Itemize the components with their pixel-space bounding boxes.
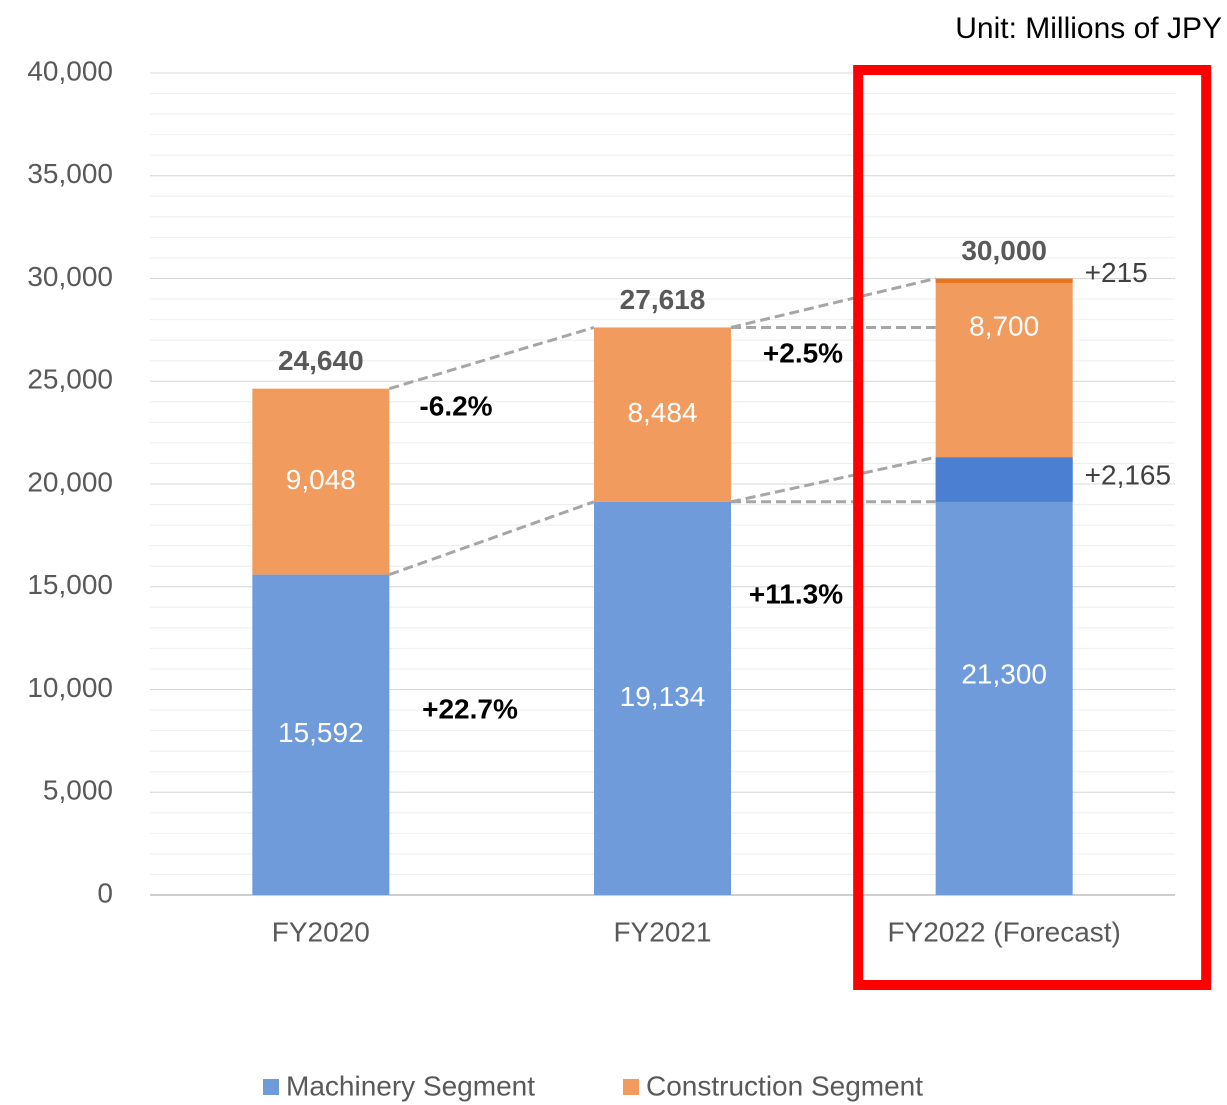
bar-segment xyxy=(594,501,731,895)
bar-segment xyxy=(252,574,390,895)
x-tick-label: FY2022 (Forecast) xyxy=(887,916,1120,947)
y-tick-label: 35,000 xyxy=(27,158,113,189)
connector xyxy=(730,277,937,329)
legend-label: Construction Segment xyxy=(646,1070,923,1101)
segment-label: 8,484 xyxy=(627,397,697,428)
growth-label: +22.7% xyxy=(422,693,518,724)
highlight-box xyxy=(853,65,1212,990)
increment-label: +2,165 xyxy=(1085,460,1171,491)
connector xyxy=(730,455,936,504)
legend-label: Machinery Segment xyxy=(286,1070,535,1101)
growth-label: +11.3% xyxy=(749,578,843,609)
bar-segment xyxy=(935,278,1073,458)
segment-label: 21,300 xyxy=(961,659,1047,690)
total-label: 30,000 xyxy=(961,235,1047,266)
unit-note: Unit: Millions of JPY xyxy=(955,12,1222,45)
total-label: 27,618 xyxy=(620,284,706,315)
y-tick-label: 30,000 xyxy=(27,261,113,292)
increment-segment xyxy=(935,278,1073,283)
bar-segment xyxy=(935,457,1073,895)
y-tick-label: 15,000 xyxy=(27,569,113,600)
x-tick-label: FY2020 xyxy=(272,916,370,947)
growth-label: +2.5% xyxy=(763,337,843,368)
y-tick-label: 20,000 xyxy=(27,466,113,497)
total-label: 24,640 xyxy=(278,345,364,376)
bar-segment xyxy=(594,327,731,502)
segment-label: 9,048 xyxy=(286,464,356,495)
y-tick-label: 25,000 xyxy=(27,364,113,395)
y-tick-label: 40,000 xyxy=(27,55,113,86)
y-tick-label: 5,000 xyxy=(43,775,113,806)
legend-swatch xyxy=(263,1079,279,1095)
legend-swatch xyxy=(623,1079,639,1095)
connector xyxy=(388,326,595,391)
connector xyxy=(388,500,595,576)
increment-label: +215 xyxy=(1085,257,1148,288)
segment-label: 19,134 xyxy=(620,681,706,712)
growth-label: -6.2% xyxy=(419,390,492,421)
bar-segment xyxy=(252,388,390,575)
y-tick-label: 0 xyxy=(97,877,113,908)
segment-label: 8,700 xyxy=(969,310,1039,341)
y-tick-label: 10,000 xyxy=(27,672,113,703)
x-tick-label: FY2021 xyxy=(613,916,711,947)
segment-label: 15,592 xyxy=(278,717,364,748)
increment-segment xyxy=(935,457,1073,502)
